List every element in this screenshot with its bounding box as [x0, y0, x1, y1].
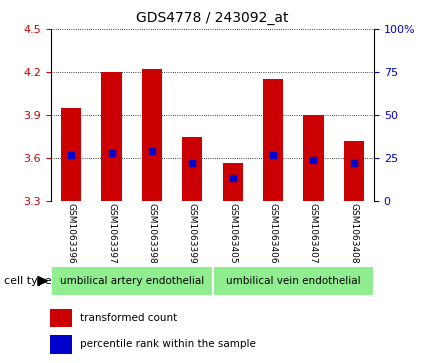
- Text: GSM1063398: GSM1063398: [147, 203, 156, 264]
- FancyBboxPatch shape: [51, 266, 212, 296]
- Text: GSM1063405: GSM1063405: [228, 203, 237, 264]
- Polygon shape: [38, 277, 47, 285]
- Text: cell type: cell type: [4, 276, 52, 286]
- Bar: [61, 108, 81, 201]
- FancyBboxPatch shape: [212, 266, 374, 296]
- Text: percentile rank within the sample: percentile rank within the sample: [80, 339, 256, 349]
- Text: umbilical vein endothelial: umbilical vein endothelial: [226, 276, 360, 286]
- Text: transformed count: transformed count: [80, 313, 177, 323]
- Text: umbilical artery endothelial: umbilical artery endothelial: [60, 276, 204, 286]
- Text: GSM1063399: GSM1063399: [188, 203, 197, 264]
- Text: GSM1063408: GSM1063408: [349, 203, 358, 264]
- Bar: [303, 115, 323, 201]
- Bar: [50, 335, 72, 354]
- Title: GDS4778 / 243092_at: GDS4778 / 243092_at: [136, 11, 289, 25]
- Bar: [263, 79, 283, 201]
- Bar: [142, 69, 162, 201]
- Text: GSM1063407: GSM1063407: [309, 203, 318, 264]
- Text: GSM1063406: GSM1063406: [269, 203, 278, 264]
- Text: GSM1063396: GSM1063396: [67, 203, 76, 264]
- Bar: [182, 137, 202, 201]
- Bar: [223, 163, 243, 201]
- Text: GSM1063397: GSM1063397: [107, 203, 116, 264]
- Bar: [102, 72, 122, 201]
- Bar: [50, 309, 72, 327]
- Bar: [344, 141, 364, 201]
